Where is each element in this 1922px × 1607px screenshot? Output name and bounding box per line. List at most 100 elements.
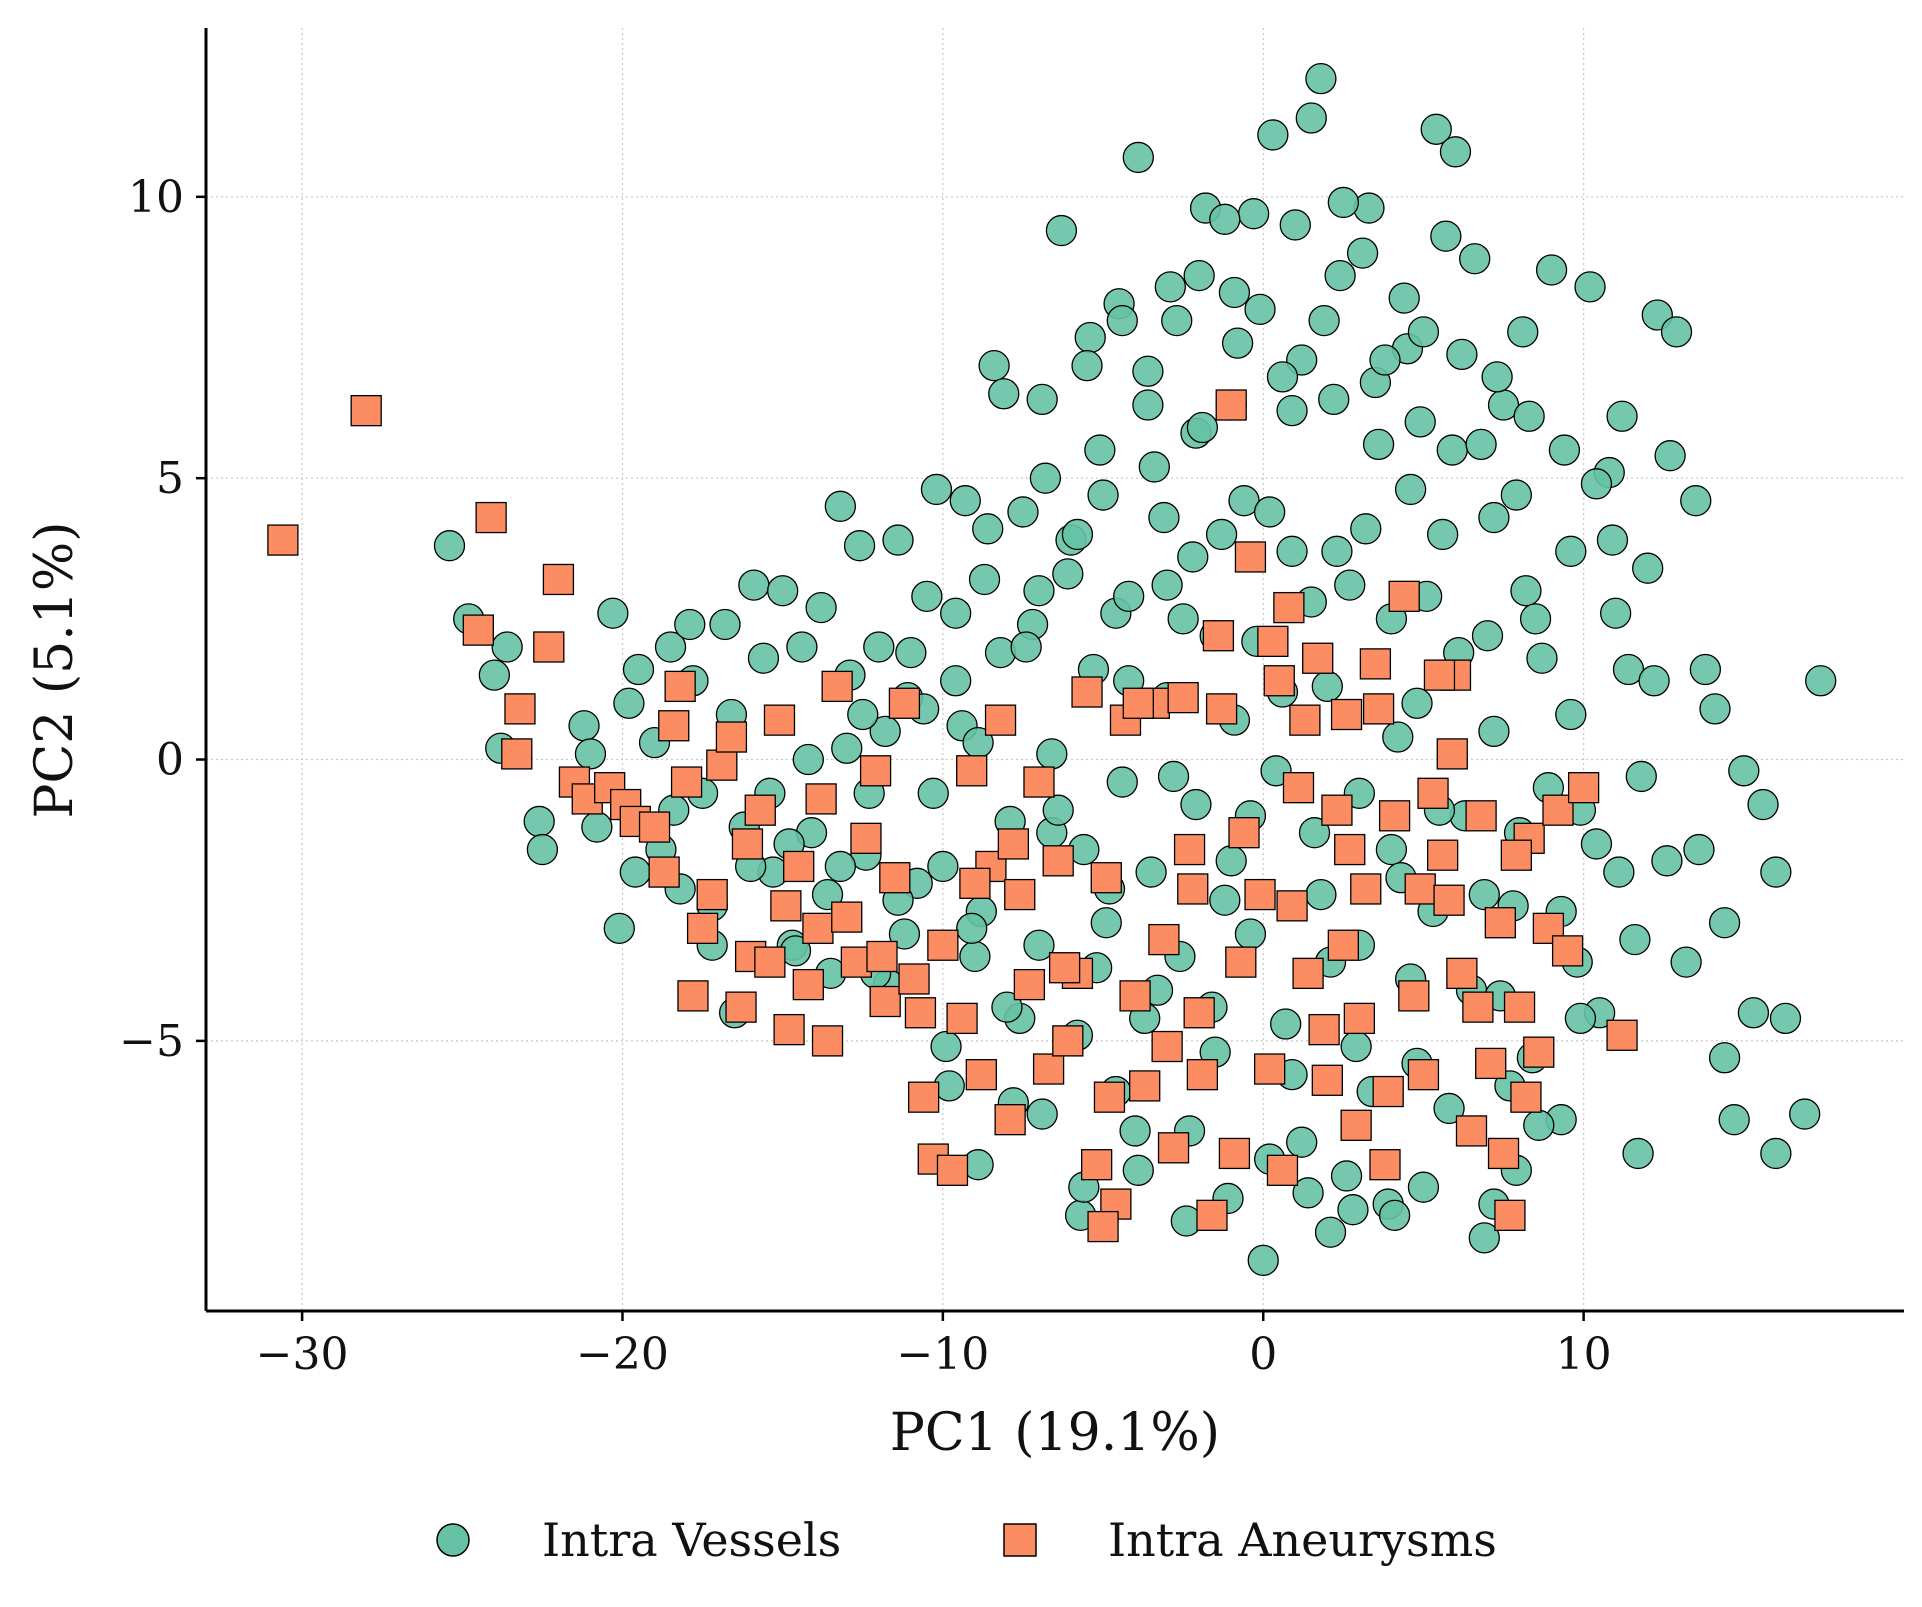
point-intra-vessels <box>1632 552 1664 584</box>
point-intra-aneurysms <box>946 1002 978 1035</box>
point-intra-vessels <box>786 631 818 663</box>
point-intra-vessels <box>1295 102 1327 134</box>
legend-label-intra-aneurysms: Intra Aneurysms <box>1108 1513 1497 1567</box>
point-intra-vessels <box>1106 304 1138 337</box>
point-intra-vessels <box>613 687 645 719</box>
point-intra-aneurysms <box>1494 1199 1526 1231</box>
point-intra-vessels <box>1327 186 1359 219</box>
point-intra-vessels <box>1180 788 1212 821</box>
x-tick-label: −10 <box>896 1329 989 1380</box>
point-intra-aneurysms <box>1023 766 1055 798</box>
point-intra-aneurysms <box>1071 676 1103 708</box>
point-intra-vessels <box>1548 434 1581 466</box>
point-intra-aneurysms <box>1302 642 1334 674</box>
point-intra-aneurysms <box>267 524 299 556</box>
point-intra-vessels <box>1084 434 1116 466</box>
point-intra-aneurysms <box>1523 1036 1555 1068</box>
point-intra-vessels <box>1087 479 1119 511</box>
point-intra-aneurysms <box>1196 1199 1228 1231</box>
point-intra-vessels <box>1555 535 1587 567</box>
point-intra-vessels <box>1446 338 1478 371</box>
point-intra-aneurysms <box>1122 687 1154 719</box>
point-intra-aneurysms <box>1042 845 1074 877</box>
point-intra-aneurysms <box>831 901 863 933</box>
point-intra-vessels <box>1362 428 1395 461</box>
point-intra-vessels <box>1305 878 1337 911</box>
point-intra-vessels <box>1471 620 1504 652</box>
point-intra-vessels <box>1468 878 1500 911</box>
point-intra-vessels <box>1324 259 1356 292</box>
point-intra-vessels <box>1314 1216 1347 1248</box>
point-intra-vessels <box>1670 946 1702 978</box>
point-intra-vessels <box>1606 400 1638 432</box>
x-tick-label: 0 <box>1249 1329 1277 1380</box>
point-intra-aneurysms <box>754 946 786 978</box>
point-intra-vessels <box>1090 907 1122 939</box>
point-intra-aneurysms <box>1475 1047 1507 1080</box>
point-intra-vessels <box>1394 473 1427 506</box>
point-intra-aneurysms <box>1551 935 1584 967</box>
point-intra-aneurysms <box>1436 738 1468 770</box>
point-intra-aneurysms <box>350 394 382 427</box>
point-intra-aneurysms <box>1433 884 1465 916</box>
point-intra-vessels <box>917 777 949 809</box>
point-intra-vessels <box>478 659 510 691</box>
point-intra-aneurysms <box>1032 1053 1065 1085</box>
series-intra-vessels <box>433 62 1837 1277</box>
point-intra-aneurysms <box>802 912 834 945</box>
point-intra-vessels <box>1574 271 1606 303</box>
point-intra-aneurysms <box>1013 968 1046 1001</box>
point-intra-vessels <box>1519 603 1552 635</box>
legend-marker-intra-vessels <box>436 1523 470 1557</box>
point-intra-vessels <box>1308 304 1340 337</box>
point-intra-aneurysms <box>715 721 748 753</box>
point-intra-vessels <box>1680 485 1712 517</box>
point-intra-aneurysms <box>770 890 802 922</box>
point-intra-vessels <box>568 710 600 742</box>
point-intra-vessels <box>968 563 1001 596</box>
point-intra-vessels <box>597 597 629 629</box>
point-intra-aneurysms <box>1398 980 1430 1012</box>
point-intra-vessels <box>1042 794 1074 826</box>
point-intra-vessels <box>1167 603 1199 635</box>
point-intra-vessels <box>433 530 466 562</box>
point-intra-vessels <box>1119 1115 1151 1147</box>
point-intra-vessels <box>949 485 981 517</box>
point-intra-vessels <box>1209 203 1241 235</box>
point-intra-vessels <box>1459 243 1491 275</box>
x-tick-label: −30 <box>256 1329 349 1380</box>
point-intra-vessels <box>1154 271 1186 303</box>
point-intra-vessels <box>574 738 607 770</box>
point-intra-aneurysms <box>1327 929 1359 961</box>
point-intra-aneurysms <box>1292 957 1324 990</box>
point-intra-aneurysms <box>898 963 930 995</box>
y-axis-title: PC2 (5.1%) <box>25 521 85 818</box>
point-intra-vessels <box>1555 698 1587 731</box>
point-intra-vessels <box>1215 845 1247 877</box>
point-intra-vessels <box>1580 468 1613 500</box>
point-intra-aneurysms <box>1177 873 1209 905</box>
point-intra-vessels <box>1401 687 1433 719</box>
point-intra-vessels <box>805 591 837 624</box>
point-intra-vessels <box>1500 479 1532 511</box>
point-intra-aneurysms <box>866 940 898 973</box>
point-intra-vessels <box>824 850 856 883</box>
point-intra-aneurysms <box>888 687 921 719</box>
point-intra-aneurysms <box>462 614 494 646</box>
point-intra-aneurysms <box>1202 620 1235 652</box>
point-intra-aneurysms <box>783 850 815 883</box>
point-intra-aneurysms <box>792 968 824 1001</box>
point-intra-vessels <box>1478 501 1510 534</box>
point-intra-vessels <box>1186 411 1219 444</box>
point-intra-vessels <box>1276 394 1308 427</box>
point-intra-vessels <box>1353 192 1385 224</box>
point-intra-vessels <box>1430 220 1462 252</box>
point-intra-aneurysms <box>1369 1149 1401 1181</box>
y-tick-label: −5 <box>119 1016 184 1067</box>
point-intra-vessels <box>1151 569 1183 601</box>
point-intra-vessels <box>1318 383 1350 416</box>
point-intra-aneurysms <box>1417 777 1449 809</box>
point-intra-vessels <box>1407 1171 1440 1203</box>
point-intra-vessels <box>654 631 687 663</box>
point-intra-vessels <box>1270 1008 1302 1040</box>
